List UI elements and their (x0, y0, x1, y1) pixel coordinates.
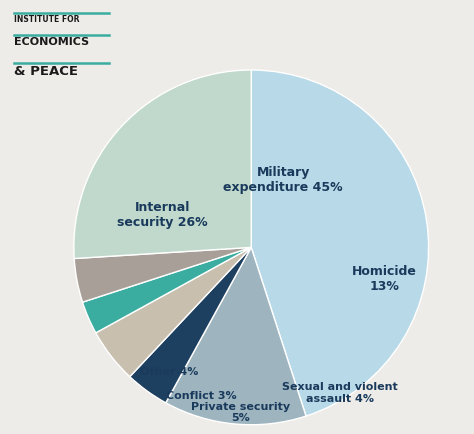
Text: Conflict 3%: Conflict 3% (166, 391, 237, 401)
Wedge shape (96, 247, 251, 377)
Wedge shape (166, 247, 306, 425)
Text: Sexual and violent
assault 4%: Sexual and violent assault 4% (282, 382, 398, 404)
Text: INSTITUTE FOR: INSTITUTE FOR (14, 15, 80, 24)
Wedge shape (130, 247, 251, 403)
Wedge shape (74, 247, 251, 302)
Wedge shape (251, 70, 428, 416)
Text: Private security
5%: Private security 5% (191, 401, 290, 423)
Text: Homicide
13%: Homicide 13% (352, 265, 417, 293)
Text: Internal
security 26%: Internal security 26% (117, 201, 208, 230)
Text: Military
expenditure 45%: Military expenditure 45% (223, 166, 343, 194)
Text: ECONOMICS: ECONOMICS (14, 37, 89, 47)
Wedge shape (74, 70, 251, 259)
Text: & PEACE: & PEACE (14, 65, 78, 78)
Text: Other 4%: Other 4% (140, 367, 199, 377)
Wedge shape (82, 247, 251, 333)
